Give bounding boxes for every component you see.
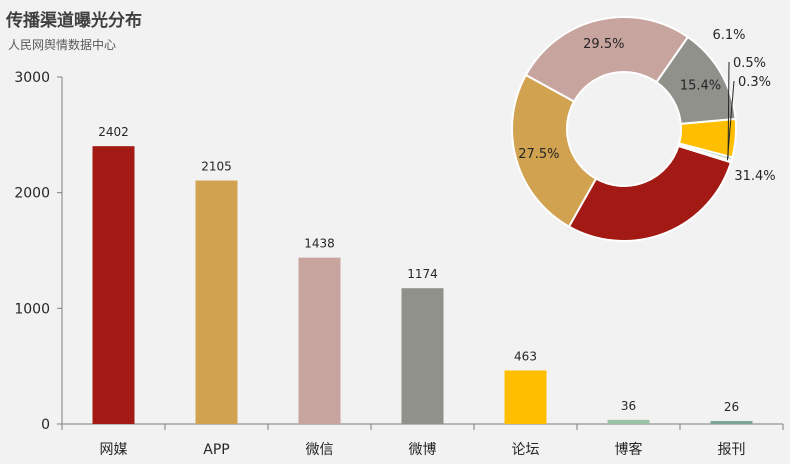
bar-1 [92,146,135,424]
bar-value-label: 1438 [304,237,335,251]
donut-chart: 31.4% 27.5% 29.5% 15.4% 6.1% 0.5% 0.3% [511,16,776,242]
donut-slice-1 [567,144,733,242]
donut-data-label: 29.5% [583,37,624,52]
bar-7 [710,420,753,424]
donut-slice-3 [524,16,690,103]
donut-data-label: 0.3% [738,75,771,90]
x-category-label: 微博 [409,441,437,458]
donut-data-label: 0.5% [733,56,766,71]
donut-slice-2 [511,73,598,228]
bar-value-label: 463 [514,349,537,363]
x-category-label: APP [203,442,229,458]
donut-data-label: 27.5% [518,147,559,162]
bar-6 [607,419,650,424]
leader-line [727,61,730,158]
bar-value-label: 2105 [201,160,232,174]
y-tick-label: 0 [41,417,50,433]
donut-slice-7 [677,143,733,164]
x-category-label: 网媒 [100,442,128,458]
x-category-label: 博客 [615,441,643,458]
leader-line [726,80,735,161]
y-tick-label: 1000 [14,301,50,317]
bar-3 [298,257,341,424]
bar-value-label: 26 [724,400,739,414]
bar-4 [401,288,444,424]
bar-chart: 0 1000 2000 3000 2402 网媒 2105 APP 1438 微信 1174 微博 46… [14,70,784,458]
y-tick-label: 2000 [14,186,50,202]
bar-value-label: 36 [621,399,636,413]
bar-5 [504,370,547,424]
x-category-label: 报刊 [718,442,746,458]
donut-data-label: 31.4% [734,169,775,184]
bar-value-label: 2402 [98,125,129,139]
x-category-label: 论坛 [512,442,540,458]
donut-data-label: 15.4% [680,79,721,94]
bar-value-label: 1174 [407,267,438,281]
y-tick-label: 3000 [14,70,50,86]
chart-title: 传播渠道曝光分布 [6,11,142,31]
donut-data-label: 6.1% [712,28,745,43]
bar-2 [195,180,238,424]
chart-subtitle: 人民网舆情数据中心 [8,38,117,52]
x-category-label: 微信 [306,442,334,458]
